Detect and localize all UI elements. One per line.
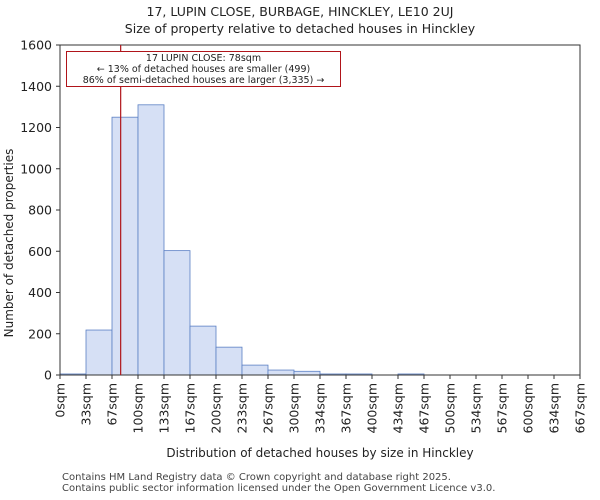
bar-167sqm (189, 325, 217, 376)
x-tick-label: 634sqm (547, 383, 562, 433)
x-tick-label: 400sqm (365, 383, 380, 433)
x-tick-label: 467sqm (417, 383, 432, 433)
y-tick-label: 800 (28, 203, 52, 218)
bar-67sqm (111, 116, 139, 376)
annotation-line-2: ← 13% of detached houses are smaller (49… (96, 64, 311, 75)
x-tick-label: 100sqm (131, 383, 146, 433)
x-tick-label: 667sqm (573, 383, 588, 433)
bar-300sqm (293, 370, 321, 376)
x-tick-label: 0sqm (53, 383, 68, 418)
bar-133sqm (163, 250, 191, 376)
chart-title: 17, LUPIN CLOSE, BURBAGE, HINCKLEY, LE10… (146, 4, 454, 19)
bar-200sqm (215, 346, 243, 376)
bar-233sqm (241, 364, 269, 376)
x-tick-label: 367sqm (339, 383, 354, 433)
x-tick-label: 200sqm (209, 383, 224, 433)
y-tick-label: 600 (28, 244, 52, 259)
bar-100sqm (137, 104, 165, 376)
x-tick-label: 267sqm (261, 383, 276, 433)
bar-267sqm (267, 369, 295, 376)
x-tick-label: 500sqm (443, 383, 458, 433)
x-tick-label: 534sqm (469, 383, 484, 433)
x-tick-label: 133sqm (157, 383, 172, 433)
x-tick-label: 33sqm (79, 383, 94, 426)
bar-33sqm (85, 329, 113, 376)
y-tick-label: 1000 (20, 161, 52, 176)
chart-subtitle: Size of property relative to detached ho… (124, 21, 476, 36)
y-axis-label: Number of detached properties (2, 149, 16, 338)
x-tick-label: 567sqm (495, 383, 510, 433)
y-tick-label: 400 (28, 285, 52, 300)
footer-line-2: Contains public sector information licen… (62, 483, 496, 494)
x-tick-label: 167sqm (183, 383, 198, 433)
y-tick-label: 1600 (20, 38, 52, 53)
x-tick-label: 600sqm (521, 383, 536, 433)
x-tick-label: 334sqm (313, 383, 328, 433)
annotation-line-1: 17 LUPIN CLOSE: 78sqm (145, 53, 262, 64)
footer: Contains HM Land Registry data © Crown c… (62, 472, 495, 494)
x-tick-label: 233sqm (235, 383, 250, 433)
annotation-line-3: 86% of semi-detached houses are larger (… (82, 75, 325, 86)
x-tick-label: 67sqm (105, 383, 120, 426)
x-tick-label: 300sqm (287, 383, 302, 433)
footer-line-1: Contains HM Land Registry data © Crown c… (62, 472, 451, 483)
x-axis-label: Distribution of detached houses by size … (166, 446, 473, 460)
y-tick-label: 200 (28, 326, 52, 341)
y-tick-label: 1200 (20, 120, 52, 135)
y-tick-label: 1400 (20, 79, 52, 94)
annotation-box: 17 LUPIN CLOSE: 78sqm ← 13% of detached … (66, 51, 341, 87)
plot-area: 0 200 400 600 800 1000 1200 1400 1600 0sqm 33sqm 67… (2, 38, 588, 461)
y-tick-label: 0 (44, 368, 52, 383)
x-tick-label: 434sqm (391, 383, 406, 433)
